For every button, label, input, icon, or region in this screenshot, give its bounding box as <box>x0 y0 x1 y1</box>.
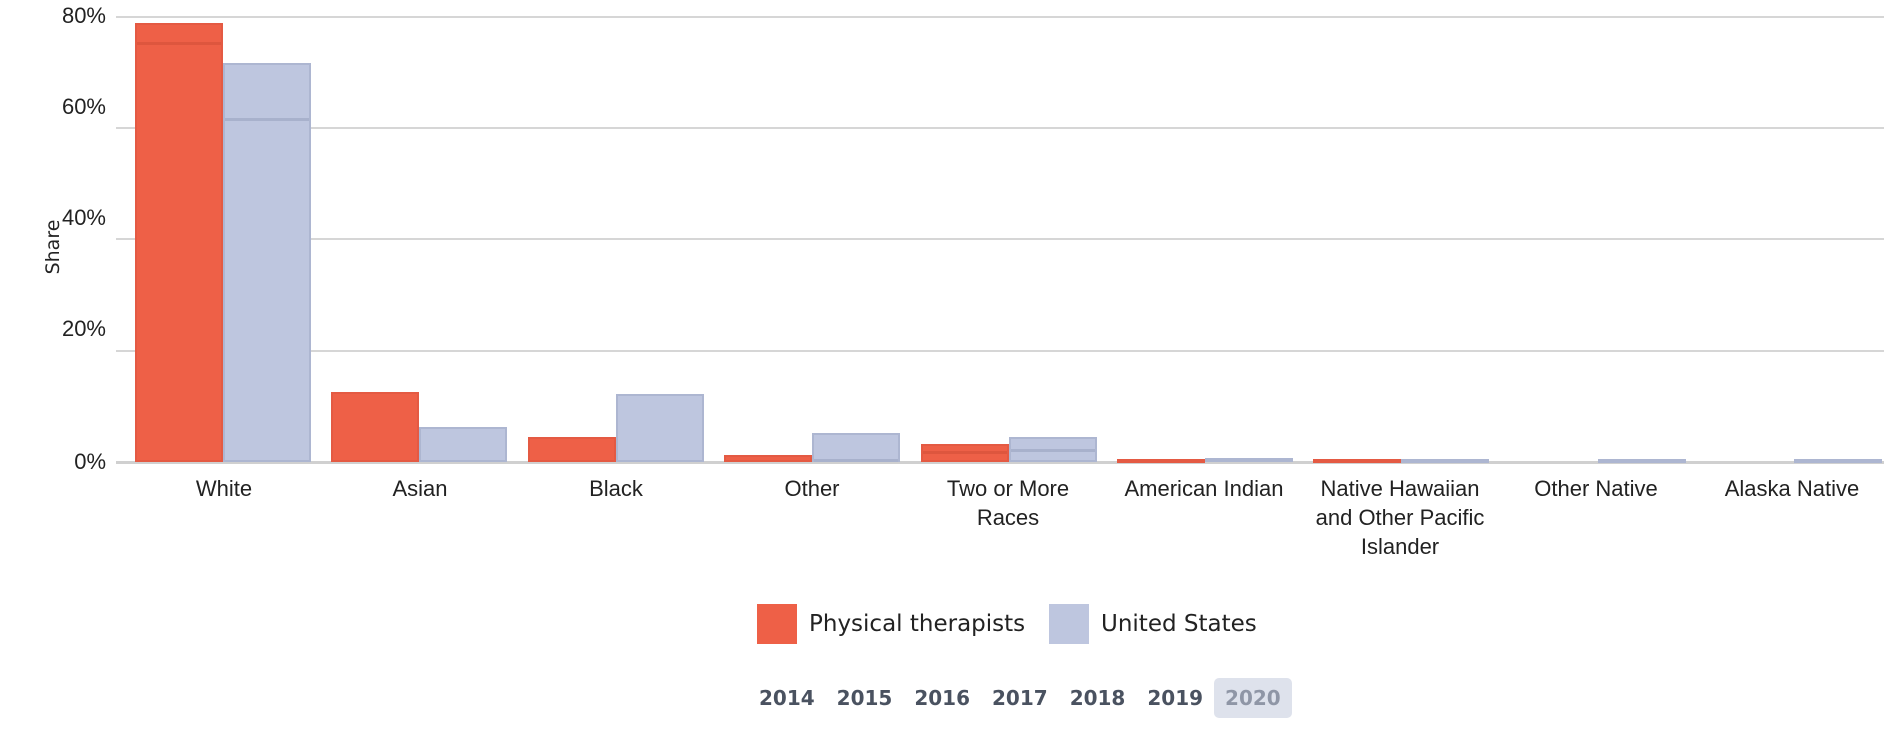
y-tick-20: 20% <box>61 316 106 341</box>
bar-united-states[interactable] <box>1597 459 1686 463</box>
bar-united-states[interactable] <box>419 426 508 462</box>
x-label-american-indian: American Indian <box>1124 476 1284 501</box>
legend-item-physical-therapists[interactable]: Physical therapists <box>757 603 1025 645</box>
bar-united-states[interactable] <box>1008 436 1097 462</box>
year-selector: 2014 2015 2016 2017 2018 2019 2020 <box>748 678 1292 718</box>
year-button-2018[interactable]: 2018 <box>1069 686 1126 710</box>
bar-physical-therapists[interactable] <box>920 444 1009 462</box>
legend-label: United States <box>1101 611 1257 637</box>
bar-physical-therapists[interactable] <box>331 391 420 462</box>
legend: Physical therapists United States <box>0 603 1894 645</box>
y-tick-40: 40% <box>61 205 106 230</box>
y-tick-80: 80% <box>61 3 106 28</box>
bar-united-states[interactable] <box>812 433 901 463</box>
gridline-40 <box>116 238 1884 240</box>
bar-physical-therapists[interactable] <box>724 454 813 462</box>
bar-physical-therapists[interactable] <box>527 436 616 462</box>
bar-united-states[interactable] <box>223 63 311 462</box>
bar-united-states[interactable] <box>615 394 704 462</box>
bar-united-states[interactable] <box>1205 457 1293 462</box>
x-label-alaska-native: Alaska Native <box>1724 476 1860 501</box>
x-label-other-native: Other Native <box>1534 476 1658 501</box>
year-button-2019[interactable]: 2019 <box>1147 686 1204 710</box>
bar-prior-marker <box>1010 449 1095 453</box>
gridline-20 <box>116 350 1884 352</box>
bar-chart: Share 80% 60% 40% 20% 0% White Asian Bla… <box>42 3 1884 559</box>
x-label-black: Black <box>589 476 643 501</box>
year-button-2014[interactable]: 2014 <box>759 686 815 710</box>
bar-prior-marker <box>922 450 1007 454</box>
legend-swatch-physical-therapists <box>757 604 797 644</box>
bar-prior-marker <box>814 459 899 463</box>
x-label-asian: Asian <box>392 476 448 501</box>
y-tick-0: 0% <box>74 449 106 474</box>
year-button-2016[interactable]: 2016 <box>914 686 971 710</box>
y-tick-60: 60% <box>61 94 106 119</box>
x-label-two-or-more: Two or More Races <box>946 476 1070 530</box>
x-axis-baseline <box>116 461 1884 464</box>
bar-prior-marker <box>137 42 221 46</box>
bar-prior-marker <box>225 118 309 122</box>
gridline-60 <box>116 127 1884 129</box>
year-button-2017[interactable]: 2017 <box>992 686 1048 710</box>
legend-swatch-united-states <box>1049 604 1089 644</box>
year-button-2020[interactable]: 2020 <box>1214 678 1292 718</box>
x-label-native-hawaiian: Native Hawaiian and Other Pacific Islander <box>1315 476 1485 559</box>
bar-physical-therapists[interactable] <box>1117 458 1205 463</box>
legend-item-united-states[interactable]: United States <box>1049 603 1257 645</box>
year-button-2015[interactable]: 2015 <box>836 686 893 710</box>
x-label-white: White <box>195 476 253 501</box>
bar-united-states[interactable] <box>1401 459 1490 463</box>
bar-physical-therapists[interactable] <box>1313 459 1402 463</box>
x-label-other: Other <box>784 476 840 501</box>
gridline-80 <box>116 16 1884 18</box>
bar-united-states[interactable] <box>1794 459 1883 463</box>
bar-physical-therapists[interactable] <box>135 23 223 462</box>
legend-label: Physical therapists <box>809 611 1026 637</box>
